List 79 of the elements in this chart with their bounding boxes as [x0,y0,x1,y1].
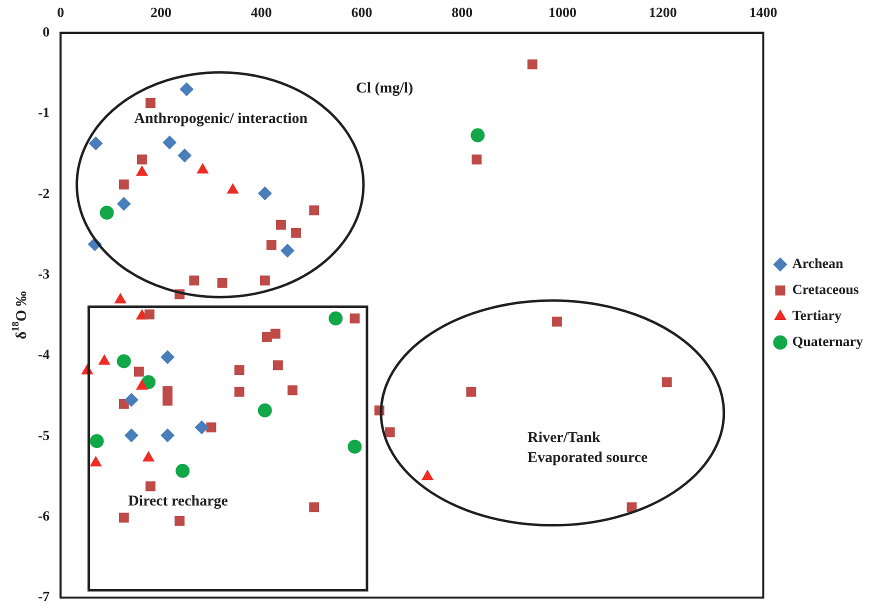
x-tick-label: 1000 [548,6,576,22]
annotation: Direct recharge [128,493,228,510]
point [470,128,485,142]
point [160,428,175,442]
legend-label: Cretaceous [792,283,860,298]
x-axis-title: Cl (mg/l) [356,80,414,97]
point [266,240,276,250]
y-tick-label: -1 [38,106,50,122]
annotation: River/Tank Evaporated source [528,430,648,466]
point [162,386,173,396]
point [146,481,156,492]
point [288,385,298,396]
y-tick-label: -2 [38,186,50,202]
point [124,392,138,407]
x-tick-label: 1400 [749,6,778,22]
point [142,451,155,462]
point [234,386,244,397]
point [384,427,395,438]
point [124,428,138,442]
y-axis-title: δ18O ‰ [10,291,30,340]
point [116,354,131,368]
point [348,440,362,454]
point [176,464,190,478]
point [217,278,228,288]
point [178,148,192,162]
point [162,136,177,150]
legend-label: Archean [792,257,844,272]
point [291,228,301,238]
point [189,276,200,286]
point [472,154,482,164]
point [144,309,154,320]
point [276,220,286,230]
point [160,350,175,364]
point [194,420,209,434]
point [137,154,147,164]
legend-label: Tertiary [792,309,842,324]
point [100,206,114,220]
point [118,512,129,523]
x-tick-label: 800 [452,6,473,22]
point [134,366,144,377]
point [466,386,476,397]
point [258,403,272,418]
point [234,365,244,376]
y-tick-label: 0 [42,25,50,40]
point [146,98,156,108]
point [262,332,272,342]
point [309,205,320,216]
point [260,276,270,286]
legend-label: Quaternary [792,335,863,350]
x-tick-label: 400 [250,6,272,22]
y-tick-label: -6 [38,510,50,525]
point [206,422,216,432]
y-tick-label: -5 [38,428,50,444]
point [88,136,103,150]
point [552,316,562,327]
point [350,313,360,324]
point [280,244,294,258]
x-tick-label: 600 [351,6,372,22]
point [258,186,272,200]
point [174,516,185,526]
point [309,502,320,512]
x-tick-label: 0 [57,6,64,22]
x-tick-label: 200 [150,6,172,22]
y-tick-label: -3 [38,267,50,282]
point [328,311,343,326]
point [662,377,672,388]
point [527,59,538,70]
point [421,470,434,480]
annotation: Anthropogenic/ interaction [134,111,308,128]
y-tick-label: -4 [38,348,50,364]
x-tick-label: 1200 [648,6,677,22]
y-tick-label: -7 [38,590,50,606]
point [180,82,194,96]
point [270,328,280,339]
point [116,196,131,211]
point [90,434,104,448]
point [162,396,173,406]
point [118,180,129,190]
point [273,360,283,370]
